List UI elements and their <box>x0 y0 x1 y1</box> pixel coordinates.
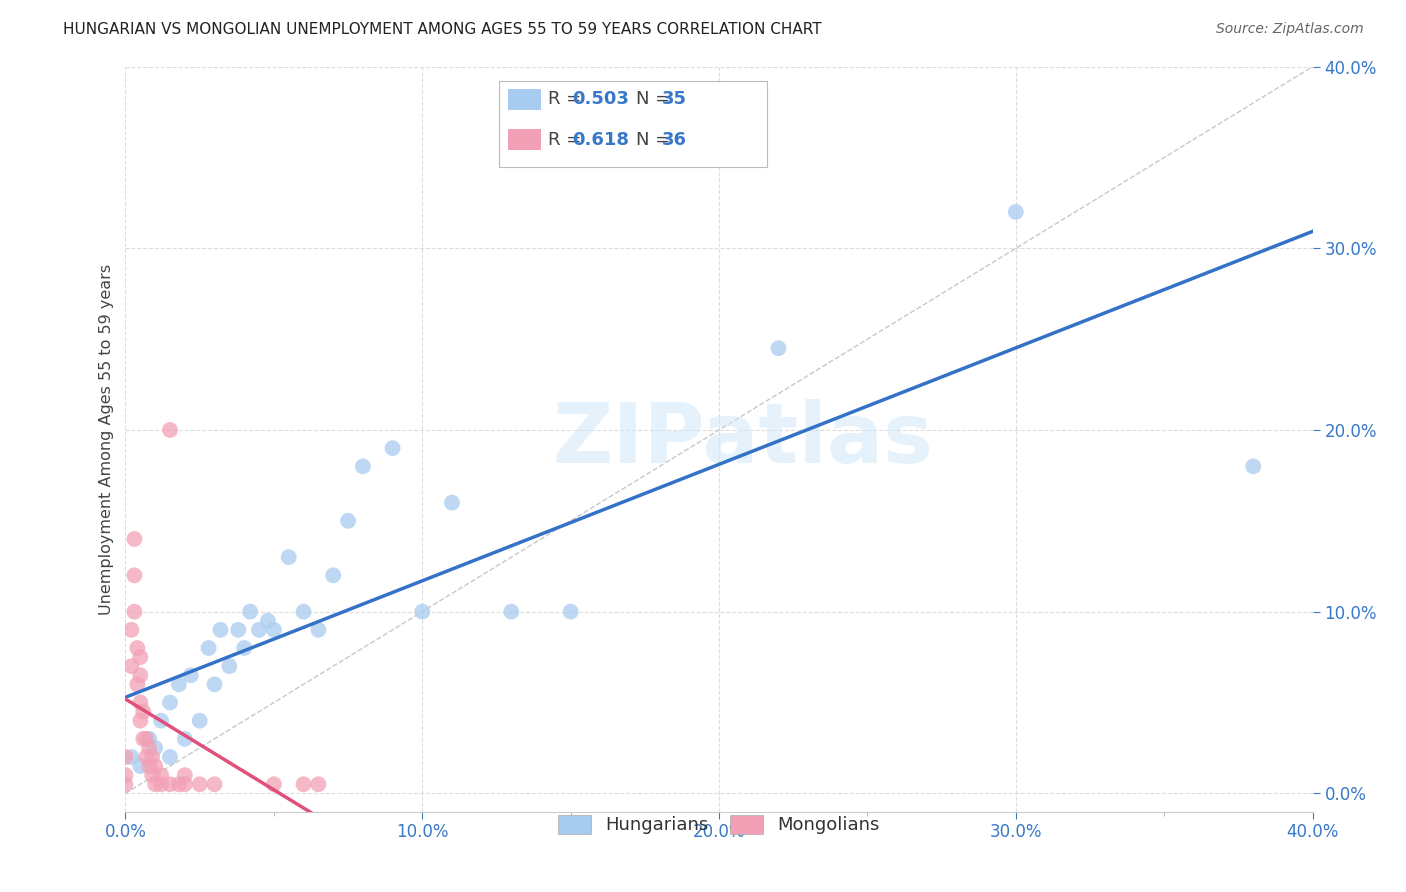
Point <box>141 768 163 782</box>
Point <box>129 668 152 682</box>
Point <box>263 623 285 637</box>
Point <box>138 740 160 755</box>
Point <box>143 777 166 791</box>
Point <box>120 659 142 673</box>
Text: N =: N = <box>636 130 676 149</box>
Point <box>150 714 173 728</box>
Text: HUNGARIAN VS MONGOLIAN UNEMPLOYMENT AMONG AGES 55 TO 59 YEARS CORRELATION CHART: HUNGARIAN VS MONGOLIAN UNEMPLOYMENT AMON… <box>63 22 823 37</box>
Point <box>768 341 790 355</box>
Point <box>129 696 152 710</box>
Point <box>197 640 219 655</box>
FancyBboxPatch shape <box>508 129 541 150</box>
Point <box>239 605 262 619</box>
Point <box>560 605 582 619</box>
Point <box>209 623 232 637</box>
Point <box>352 459 374 474</box>
Point <box>124 568 146 582</box>
Text: 36: 36 <box>662 130 688 149</box>
Point <box>247 623 270 637</box>
Point <box>440 496 463 510</box>
Point <box>114 777 136 791</box>
Point <box>135 750 157 764</box>
Point <box>1005 205 1028 219</box>
Point <box>180 668 202 682</box>
Point <box>188 777 211 791</box>
Point <box>127 640 149 655</box>
Text: 0.503: 0.503 <box>572 90 628 108</box>
Text: N =: N = <box>636 90 676 108</box>
FancyBboxPatch shape <box>508 89 541 110</box>
Point <box>150 777 173 791</box>
Point <box>307 777 329 791</box>
Point <box>292 777 315 791</box>
Text: Source: ZipAtlas.com: Source: ZipAtlas.com <box>1216 22 1364 37</box>
Point <box>120 750 142 764</box>
Point <box>135 731 157 746</box>
Point <box>292 605 315 619</box>
Text: 0.618: 0.618 <box>572 130 628 149</box>
Point <box>263 777 285 791</box>
Text: R =: R = <box>548 90 588 108</box>
Point <box>114 768 136 782</box>
Point <box>218 659 240 673</box>
Point <box>188 714 211 728</box>
Point <box>159 777 181 791</box>
Point <box>132 705 155 719</box>
Point <box>138 759 160 773</box>
Point <box>167 677 190 691</box>
Point <box>129 650 152 665</box>
Point <box>129 714 152 728</box>
Point <box>127 677 149 691</box>
Point <box>143 740 166 755</box>
Point <box>150 768 173 782</box>
Point <box>159 423 181 437</box>
FancyBboxPatch shape <box>499 81 766 167</box>
Point <box>226 623 249 637</box>
Point <box>411 605 433 619</box>
Point <box>120 623 142 637</box>
Point <box>124 532 146 546</box>
Point <box>132 731 155 746</box>
Point <box>322 568 344 582</box>
Point <box>204 677 226 691</box>
Point <box>337 514 360 528</box>
Point <box>501 605 523 619</box>
Point <box>143 759 166 773</box>
Point <box>159 750 181 764</box>
Point <box>173 777 195 791</box>
Text: ZIPatlas: ZIPatlas <box>553 399 934 480</box>
Text: 35: 35 <box>662 90 688 108</box>
Point <box>114 750 136 764</box>
Point <box>277 550 299 565</box>
Point <box>381 441 404 455</box>
Point <box>167 777 190 791</box>
Point <box>129 759 152 773</box>
Point <box>124 605 146 619</box>
Point <box>233 640 256 655</box>
Y-axis label: Unemployment Among Ages 55 to 59 years: Unemployment Among Ages 55 to 59 years <box>100 263 114 615</box>
Text: R =: R = <box>548 130 588 149</box>
Point <box>138 731 160 746</box>
Point <box>257 614 280 628</box>
Point <box>204 777 226 791</box>
Point <box>1241 459 1264 474</box>
Point <box>173 768 195 782</box>
Legend: Hungarians, Mongolians: Hungarians, Mongolians <box>550 806 889 844</box>
Point <box>141 750 163 764</box>
Point <box>159 696 181 710</box>
Point <box>307 623 329 637</box>
Point <box>173 731 195 746</box>
